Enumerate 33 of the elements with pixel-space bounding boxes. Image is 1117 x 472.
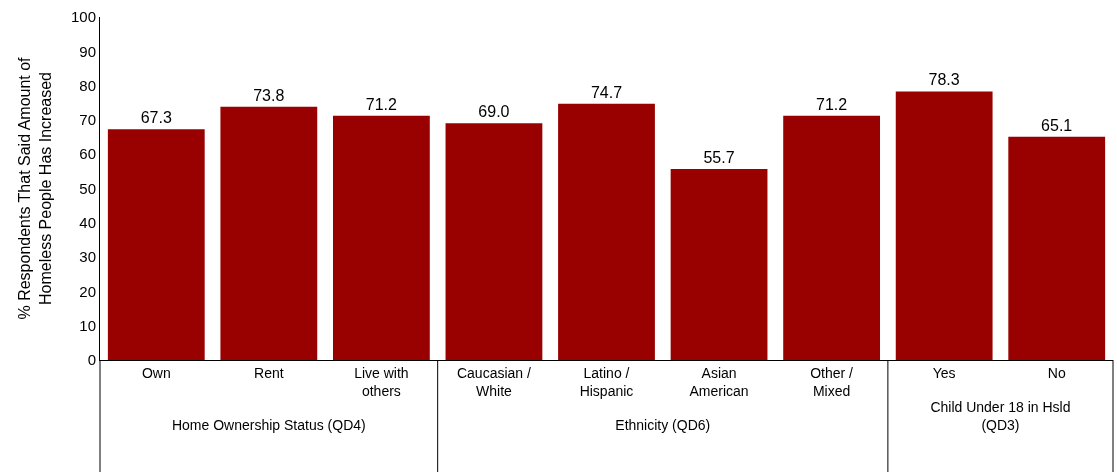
- data-label: 67.3: [140, 109, 172, 127]
- x-tick-label: Yes: [932, 364, 956, 381]
- x-tick-label: Live with others: [354, 364, 409, 399]
- x-tick-label: Caucasian / White: [456, 364, 532, 399]
- x-axis-title: Home Ownership Status (QD4): [171, 417, 366, 434]
- data-label: 71.2: [815, 95, 848, 113]
- y-tick-label: 20: [79, 282, 96, 300]
- y-tick-label: 70: [79, 111, 96, 129]
- x-tick-label: No: [1047, 364, 1066, 381]
- y-tick-label: 40: [79, 214, 96, 232]
- x-tick-label: Rent: [254, 364, 284, 381]
- y-tick-label: 10: [79, 316, 96, 334]
- y-tick-label: 50: [79, 179, 96, 197]
- x-axis-title: Ethnicity (QD6): [615, 417, 711, 434]
- x-axis-title: Child Under 18 in Hsld (QD3): [930, 399, 1071, 434]
- y-tick-label: 90: [79, 42, 96, 60]
- data-label: 71.2: [365, 95, 398, 113]
- y-tick-label: 30: [79, 248, 96, 266]
- y-tick-label: 100: [70, 8, 96, 26]
- data-label: 74.7: [590, 83, 623, 101]
- data-label: 73.8: [253, 86, 285, 104]
- x-tick-label: Asian American: [689, 364, 749, 399]
- x-tick-label: Latino / Hispanic: [579, 364, 634, 399]
- x-tick-label: Own: [141, 364, 171, 381]
- data-label: 69.0: [478, 103, 510, 121]
- y-tick-label: 60: [79, 145, 96, 163]
- data-label: 55.7: [703, 148, 735, 166]
- data-label: 65.1: [1041, 116, 1073, 134]
- data-label: 78.3: [928, 71, 960, 89]
- y-axis-title: % Respondents That Said Amount of Homeless People Has Increased: [16, 56, 54, 320]
- y-tick-label: 0: [87, 351, 96, 369]
- y-tick-label: 80: [79, 76, 96, 94]
- x-tick-label: Other / Mixed: [810, 364, 854, 399]
